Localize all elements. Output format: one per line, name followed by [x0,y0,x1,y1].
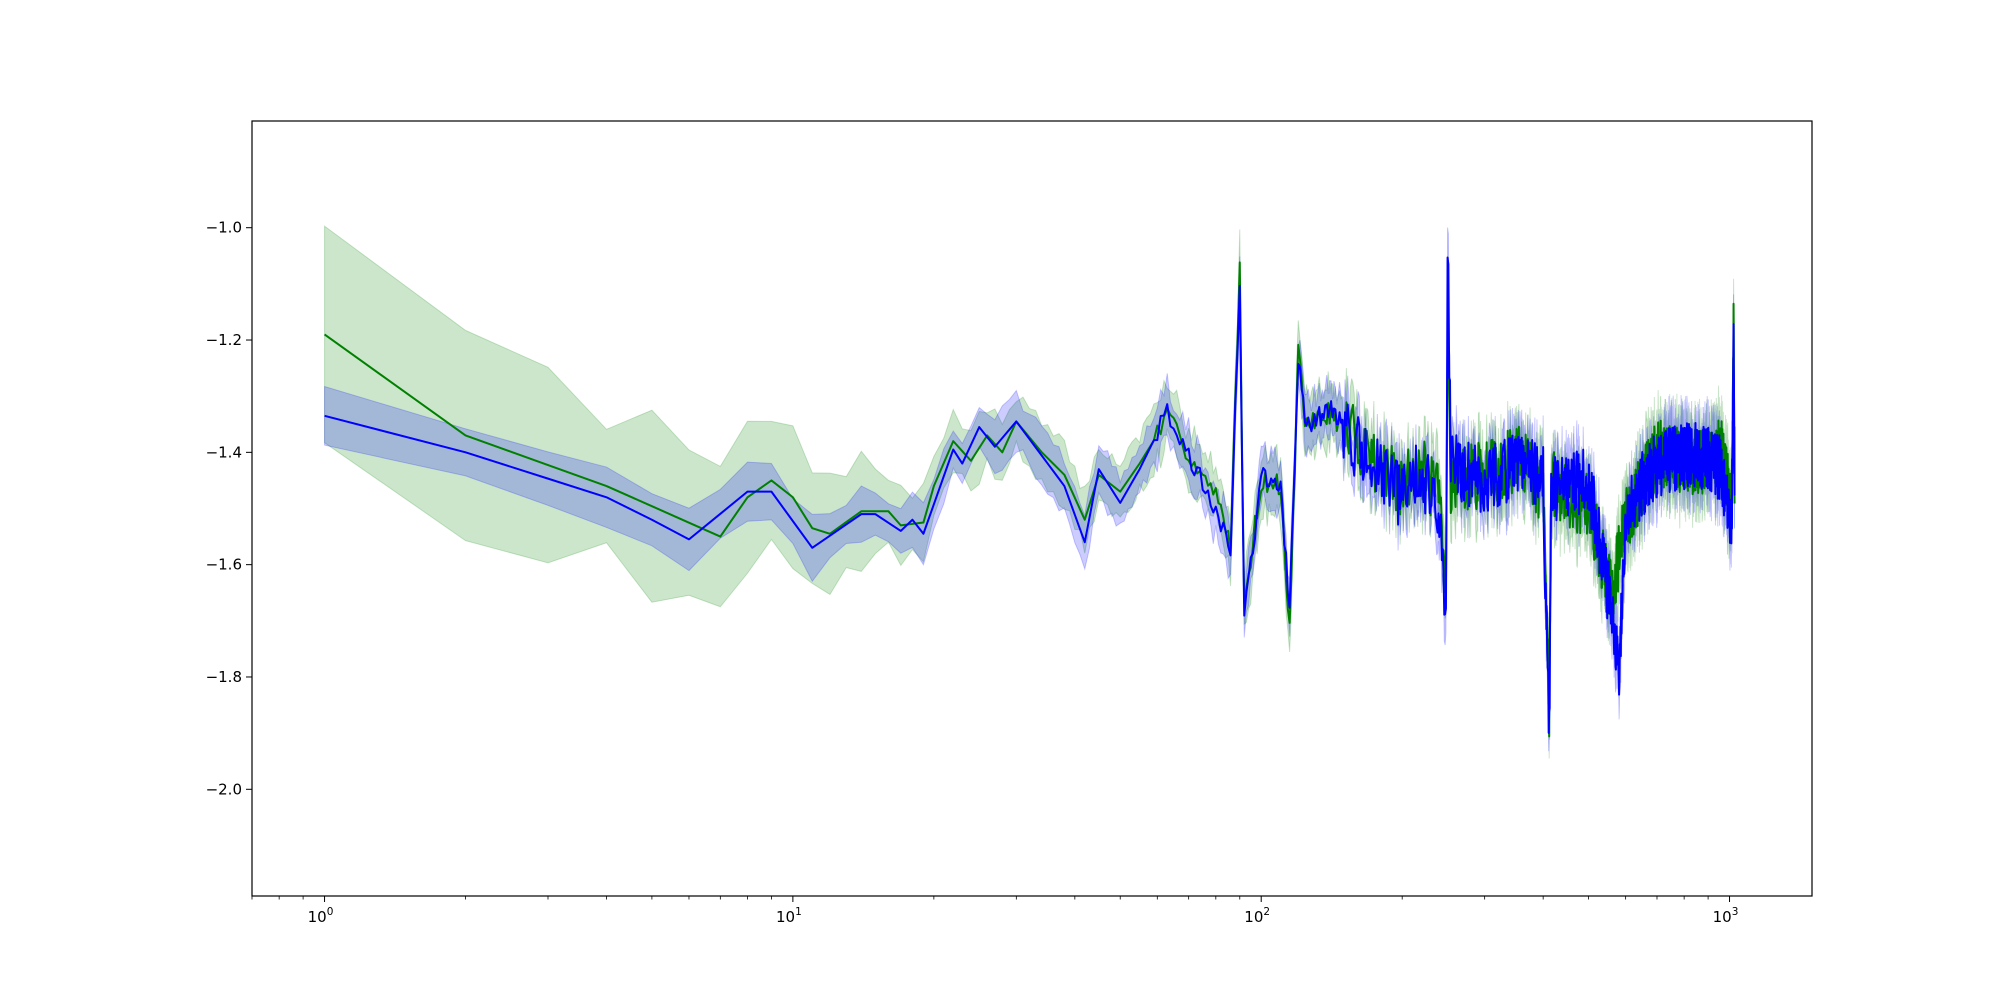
plot-area [251,120,1813,897]
plot-frame [251,120,1813,897]
x-tick-label: 101 [776,906,802,926]
x-tick-label: 102 [1244,906,1270,926]
x-tick-base: 10 [1713,908,1732,926]
y-tick-label: −1.0 [206,219,242,237]
y-axis: −1.0 −1.2 −1.4 −1.6 −1.8 −2.0 [206,219,252,798]
x-tick-label: 100 [308,906,334,926]
y-tick-label: −2.0 [206,780,242,798]
x-tick-base: 10 [308,908,327,926]
x-tick-exponent: 3 [1732,906,1739,918]
x-axis: 100 101 102 103 [251,896,1739,926]
series-2-line [324,256,1736,734]
x-tick-exponent: 1 [795,906,802,918]
y-tick-label: −1.4 [206,443,242,461]
x-tick-exponent: 2 [1263,906,1270,918]
series-layer [323,225,1736,759]
x-tick-base: 10 [1244,908,1263,926]
x-tick-exponent: 0 [327,906,334,918]
y-tick-label: −1.8 [206,668,242,686]
x-tick-base: 10 [776,908,795,926]
y-tick-label: −1.2 [206,331,242,349]
y-tick-label: −1.6 [206,556,242,574]
x-tick-label: 103 [1713,906,1739,926]
